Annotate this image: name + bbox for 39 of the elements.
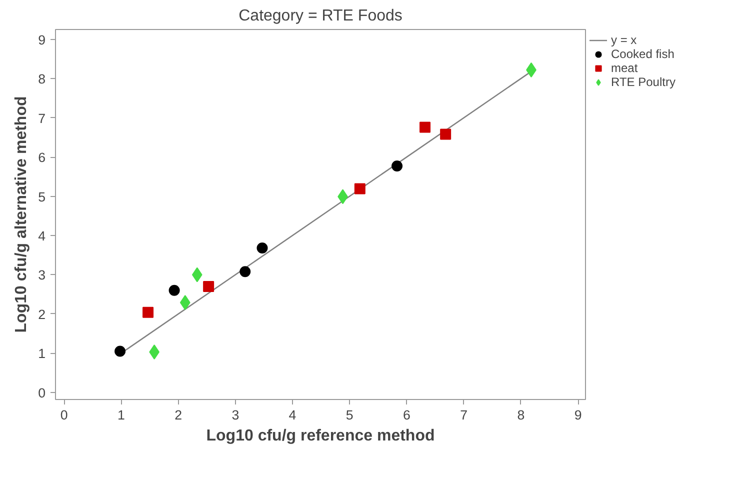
y-tick-label: 2: [38, 306, 46, 322]
point: [392, 160, 403, 172]
x-tick-label: 8: [517, 408, 525, 422]
x-tick-label: 5: [346, 408, 354, 422]
point: [168, 284, 180, 296]
y-tick-label: 5: [38, 189, 46, 204]
legend-label: y = x: [611, 33, 637, 47]
point: [180, 295, 190, 310]
x-tick-label: 4: [288, 408, 297, 422]
y-tick-label: 7: [38, 110, 46, 126]
point: [203, 281, 214, 292]
point: [114, 346, 126, 357]
y-tick-label: 8: [38, 72, 46, 87]
y-tick-label: 9: [38, 32, 46, 48]
point: [256, 242, 268, 254]
y-tick-label: 3: [38, 268, 46, 283]
point: [142, 306, 154, 318]
x-tick-label: 1: [117, 408, 125, 422]
y-tick-label: 0: [38, 385, 46, 400]
point: [240, 266, 251, 278]
legend-label: Cooked fish: [611, 47, 674, 61]
y-tick-label: 4: [38, 228, 46, 244]
x-axis-title: Log10 cfu/g reference method: [206, 428, 435, 444]
y-axis-title: Log10 cfu/g alternative method: [13, 96, 30, 333]
y-tick-label: 6: [38, 150, 46, 166]
point: [192, 267, 202, 282]
x-tick-label: 9: [574, 408, 582, 422]
x-tick-label: 2: [174, 408, 182, 422]
x-tick-label: 3: [232, 408, 240, 422]
x-tick-label: 7: [460, 408, 468, 422]
x-tick-label: 0: [60, 408, 68, 422]
point: [440, 128, 452, 140]
y-tick-label: 1: [38, 346, 46, 362]
legend-label: meat: [611, 61, 638, 75]
point: [354, 183, 366, 194]
chart-title: Category = RTE Foods: [238, 8, 402, 24]
point: [420, 122, 431, 133]
x-tick-label: 6: [403, 408, 410, 422]
legend-label: RTE Poultry: [611, 75, 676, 89]
